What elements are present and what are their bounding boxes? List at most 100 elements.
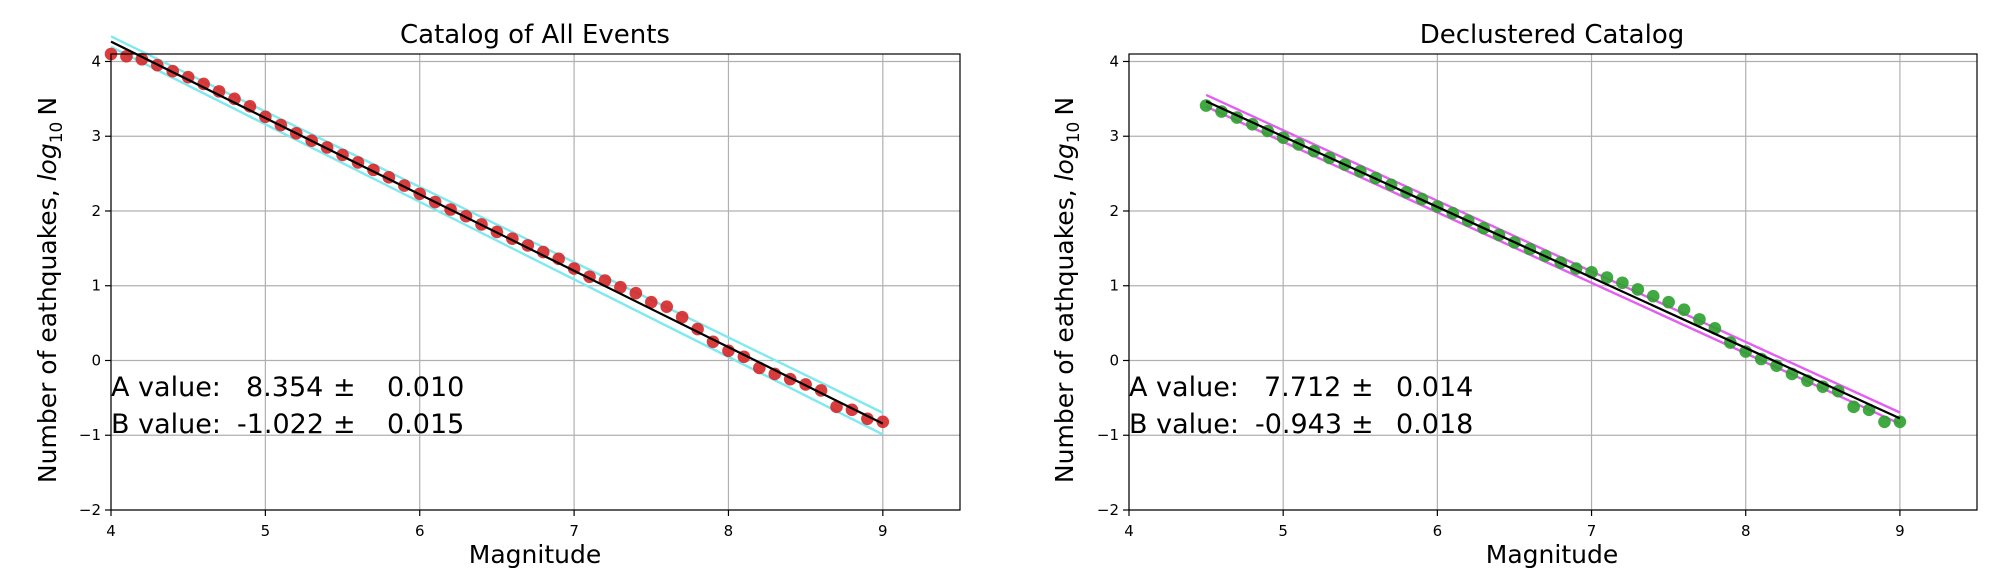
b-value-annotation: B value: -1.022 ± 0.015 (111, 409, 464, 440)
y-tick-label: 4 (91, 52, 101, 70)
x-tick-label: 7 (569, 522, 579, 540)
fit-line (1205, 100, 1901, 420)
data-point (861, 412, 874, 426)
y-tick-label: 2 (91, 202, 101, 220)
y-axis-label-var: N (1050, 97, 1079, 116)
y-tick-label: 0 (1109, 351, 1119, 369)
data-point (1893, 415, 1907, 429)
x-tick-label: 8 (724, 522, 734, 540)
y-axis-label-log: log (33, 143, 62, 181)
b-value-pm: ± (1351, 409, 1374, 440)
upper-bound-line (110, 35, 884, 414)
data-point (644, 295, 658, 309)
data-point (1199, 99, 1213, 112)
y-axis-ticks: −2 −1 0 1 2 3 4 (79, 52, 111, 519)
y-tick-label: 1 (1109, 277, 1119, 295)
fit-line-path (1205, 100, 1901, 420)
data-points (1199, 99, 1907, 429)
y-tick-label: 0 (91, 351, 101, 369)
a-value-label: A value: (1129, 372, 1239, 403)
x-axis-label: Magnitude (1486, 540, 1618, 569)
data-point (1600, 271, 1614, 284)
upper-bound-line (1205, 93, 1901, 414)
chart-all-events: Catalog of All Events 4 5 6 7 8 9 −2 −1 0 1 2 3 4 M… (33, 20, 961, 569)
data-point (675, 310, 689, 324)
x-tick-label: 5 (261, 522, 271, 540)
data-point (536, 245, 550, 259)
a-value-pm: ± (333, 372, 356, 403)
chart-declustered: Declustered Catalog 4 5 6 7 8 9 −2 −1 0 1 2 3 4 Mag… (1050, 20, 1978, 569)
a-value-pm: ± (1351, 372, 1374, 403)
data-point (120, 49, 133, 63)
b-value-number: -1.022 (237, 409, 324, 440)
plot-frame (1128, 53, 1978, 511)
b-value-annotation: B value: -0.943 ± 0.018 (1129, 409, 1473, 440)
a-value-label: A value: (111, 372, 221, 403)
x-tick-label: 6 (415, 522, 425, 540)
y-tick-label: 2 (1109, 202, 1119, 220)
x-tick-label: 4 (106, 522, 116, 540)
b-value-label: B value: (111, 409, 221, 440)
y-tick-label: −2 (79, 501, 101, 519)
y-axis-label-var: N (33, 97, 62, 116)
y-axis-ticks: −2 −1 0 1 2 3 4 (1097, 52, 1129, 519)
y-tick-label: −1 (1097, 426, 1119, 444)
y-tick-label: 1 (91, 277, 101, 295)
data-point (1631, 283, 1645, 296)
lower-bound-line (110, 45, 884, 436)
data-point (1616, 276, 1629, 290)
y-axis-label-sub: 10 (47, 122, 67, 144)
data-point (660, 300, 674, 313)
bound-lines (1205, 93, 1901, 425)
y-axis-label-text: Number of eathquakes, (33, 181, 62, 483)
x-axis-label: Magnitude (469, 540, 601, 569)
x-tick-label: 9 (878, 522, 888, 540)
fit-line-path (110, 40, 884, 425)
data-point (1693, 313, 1706, 326)
b-value-error: 0.018 (1396, 409, 1473, 440)
data-point (1215, 105, 1228, 118)
y-tick-label: 3 (1109, 127, 1119, 145)
b-value-number: -0.943 (1255, 409, 1342, 440)
data-point (830, 400, 843, 414)
a-value-number: 7.712 (1264, 372, 1341, 403)
x-axis-ticks: 4 5 6 7 8 9 (1124, 510, 1905, 540)
y-axis-label-text: Number of eathquakes, (1050, 181, 1079, 483)
plot-frame (110, 53, 961, 511)
a-value-number: 8.354 (246, 372, 323, 403)
data-point (1677, 303, 1691, 316)
a-value-annotation: A value: 8.354 ± 0.010 (111, 372, 464, 403)
data-point (629, 286, 643, 300)
lower-bound-line (1205, 105, 1901, 425)
x-tick-label: 7 (1587, 522, 1597, 540)
chart-title: Declustered Catalog (1420, 20, 1684, 50)
data-point (1662, 295, 1675, 309)
data-points (104, 47, 890, 429)
y-tick-label: 4 (1109, 52, 1119, 70)
data-point (876, 415, 890, 429)
y-tick-label: 3 (91, 127, 101, 145)
y-axis-label: Number of eathquakes, log10 N (33, 97, 67, 483)
b-value-label: B value: (1129, 409, 1239, 440)
a-value-error: 0.010 (387, 372, 464, 403)
x-axis-ticks: 4 5 6 7 8 9 (106, 510, 888, 540)
y-axis-label-sub: 10 (1064, 122, 1084, 144)
data-point (1646, 289, 1660, 303)
data-point (1878, 415, 1891, 429)
data-point (1847, 400, 1860, 414)
x-tick-label: 9 (1895, 522, 1905, 540)
y-tick-label: −2 (1097, 501, 1119, 519)
x-tick-label: 6 (1433, 522, 1443, 540)
y-axis-label-log: log (1050, 143, 1079, 181)
chart-title: Catalog of All Events (400, 20, 670, 50)
a-value-error: 0.014 (1396, 372, 1473, 403)
b-value-error: 0.015 (387, 409, 464, 440)
b-value-pm: ± (333, 409, 356, 440)
fit-line (110, 40, 884, 425)
gridlines (110, 54, 960, 511)
x-tick-label: 5 (1278, 522, 1288, 540)
x-tick-label: 8 (1741, 522, 1751, 540)
data-point (614, 280, 627, 294)
a-value-annotation: A value: 7.712 ± 0.014 (1129, 372, 1473, 403)
